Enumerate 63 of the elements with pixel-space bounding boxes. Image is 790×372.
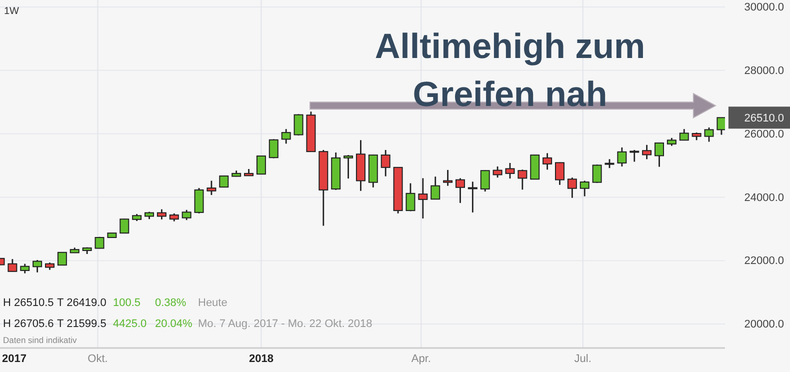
- annotation: 0.38%: [155, 297, 186, 309]
- y-tick-label: 24000.0: [744, 192, 784, 204]
- annotation: 4425.0: [113, 318, 147, 330]
- y-tick-label: 26000.0: [744, 128, 784, 140]
- candlestick: [268, 138, 278, 159]
- y-tick-label: 20000.0: [744, 318, 784, 331]
- candlestick: [567, 176, 577, 199]
- candlestick: [630, 149, 640, 162]
- candlestick: [430, 176, 440, 200]
- candlestick: [468, 180, 478, 214]
- y-tick-label: 22000.0: [744, 255, 784, 268]
- annotation: 20.04%: [155, 318, 193, 330]
- candlestick: [505, 162, 515, 180]
- candlestick: [8, 258, 18, 272]
- candlestick: [281, 128, 291, 144]
- candlestick: [704, 126, 714, 142]
- x-tick-label: Jul.: [574, 352, 592, 365]
- candlestick: [617, 146, 627, 168]
- annotation: H 26705.6: [3, 318, 54, 330]
- candlestick: [344, 154, 354, 180]
- candlestick: [592, 164, 602, 184]
- text: 1W: [4, 6, 20, 17]
- candlestick: [156, 208, 166, 220]
- candlestick: [554, 162, 564, 186]
- x-tick-label: Apr.: [411, 352, 431, 365]
- candlestick: [380, 149, 390, 177]
- candlestick: [120, 218, 130, 234]
- annotation: 26510.0: [744, 112, 784, 125]
- annotation: H 26510.5: [3, 297, 54, 309]
- annotation: Alltimehigh zum Greifen nah: [374, 27, 646, 114]
- candlestick: [206, 180, 216, 196]
- candlestick: [580, 180, 590, 197]
- candlestick: [716, 116, 725, 136]
- annotation: 100.5: [113, 297, 141, 309]
- x-tick-label: 2018: [248, 352, 274, 365]
- candlestick: [406, 182, 416, 212]
- y-tick-label: 30000.0: [744, 1, 784, 14]
- candlestick: [294, 113, 304, 136]
- candlestick: [219, 175, 229, 188]
- candlestick: [542, 152, 552, 170]
- x-tick-label: Okt.: [88, 352, 108, 365]
- candlestick: [57, 252, 67, 266]
- candlestick: [194, 187, 204, 214]
- candlestick: [256, 156, 266, 175]
- candlestick: [32, 259, 42, 274]
- candlestick: [679, 128, 689, 142]
- annotation: T 21599.5: [57, 318, 106, 330]
- candlestick: [492, 166, 502, 178]
- candlestick: [480, 170, 490, 192]
- x-tick-label: 2017: [2, 352, 26, 365]
- candlestick: [642, 144, 652, 160]
- candlestick: [654, 142, 664, 168]
- candlestick: [443, 169, 453, 187]
- candlestick: [455, 178, 465, 204]
- annotation: Daten sind indikativ: [3, 335, 78, 345]
- annotation: T 26419.0: [57, 297, 106, 309]
- annotation: Heute: [198, 297, 228, 309]
- candlestick: [182, 209, 192, 221]
- candlestick: [20, 263, 30, 274]
- candlestick: [518, 168, 528, 190]
- annotation: Mo. 7 Aug. 2017 - Mo. 22 Okt. 2018: [198, 318, 372, 330]
- candlestick: [418, 178, 428, 220]
- y-tick-label: 28000.0: [744, 64, 784, 77]
